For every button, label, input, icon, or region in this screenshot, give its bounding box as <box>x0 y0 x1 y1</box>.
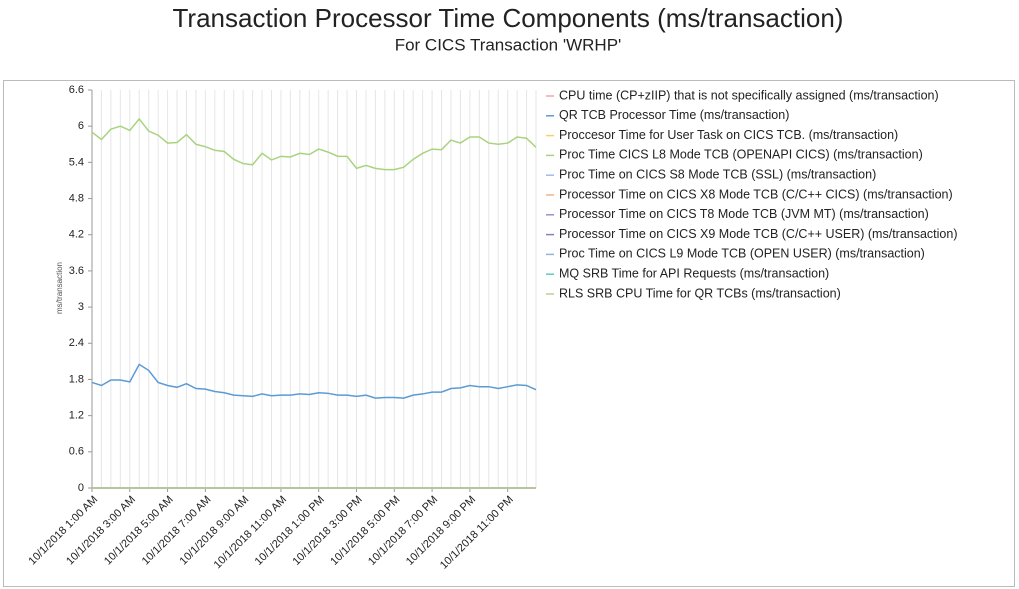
x-tick-label: 10/1/2018 5:00 PM <box>328 494 402 568</box>
x-tick-label: 10/1/2018 3:00 PM <box>290 494 364 568</box>
x-tick-label: 10/1/2018 1:00 AM <box>26 494 100 568</box>
y-tick-label: 0 <box>78 482 84 494</box>
y-tick-label: 0.6 <box>69 446 84 458</box>
legend-label: Proc Time CICS L8 Mode TCB (OPENAPI CICS… <box>559 148 923 162</box>
y-tick-label: 6.6 <box>69 84 84 96</box>
legend-label: Processor Time on CICS T8 Mode TCB (JVM … <box>559 207 929 221</box>
x-tick-label: 10/1/2018 7:00 PM <box>366 494 440 568</box>
x-tick-label: 10/1/2018 7:00 AM <box>140 494 214 568</box>
series-line <box>91 117 537 171</box>
chart-title: Transaction Processor Time Components (m… <box>173 3 844 33</box>
legend-label: RLS SRB CPU Time for QR TCBs (ms/transac… <box>559 286 841 300</box>
legend-label: QR TCB Processor Time (ms/transaction) <box>559 108 789 122</box>
x-tick-label: 10/1/2018 11:00 PM <box>438 494 516 572</box>
series-line <box>91 363 537 399</box>
legend-label: MQ SRB Time for API Requests (ms/transac… <box>559 266 829 280</box>
legend-label: Proc Time on CICS S8 Mode TCB (SSL) (ms/… <box>559 167 876 181</box>
y-tick-label: 1.2 <box>69 410 84 422</box>
y-tick-label: 5.4 <box>69 156 84 168</box>
y-tick-label: 4.8 <box>69 192 84 204</box>
x-tick-label: 10/1/2018 1:00 PM <box>253 494 327 568</box>
y-tick-label: 3.6 <box>69 265 84 277</box>
x-tick-label: 10/1/2018 3:00 AM <box>64 494 138 568</box>
y-tick-label: 3 <box>78 301 84 313</box>
legend-label: Proc Time on CICS L9 Mode TCB (OPEN USER… <box>559 247 925 261</box>
legend-label: Proccesor Time for User Task on CICS TCB… <box>559 128 898 142</box>
x-tick-label: 10/1/2018 5:00 AM <box>102 494 176 568</box>
y-tick-label: 1.8 <box>69 373 84 385</box>
y-axis-label: ms/transaction <box>55 262 64 314</box>
x-tick-label: 10/1/2018 11:00 AM <box>212 494 290 572</box>
x-tick-label: 10/1/2018 9:00 AM <box>178 494 252 568</box>
y-tick-label: 4.2 <box>69 229 84 241</box>
x-tick-label: 10/1/2018 9:00 PM <box>404 494 478 568</box>
y-tick-label: 6 <box>78 120 84 132</box>
legend-label: Processor Time on CICS X9 Mode TCB (C/C+… <box>559 227 958 241</box>
y-tick-label: 2.4 <box>69 337 84 349</box>
chart-subtitle: For CICS Transaction 'WRHP' <box>395 35 622 54</box>
legend-label: CPU time (CP+zIIP) that is not specifica… <box>559 88 939 102</box>
legend-label: Processor Time on CICS X8 Mode TCB (C/C+… <box>559 187 953 201</box>
chart-frame <box>3 80 1015 587</box>
